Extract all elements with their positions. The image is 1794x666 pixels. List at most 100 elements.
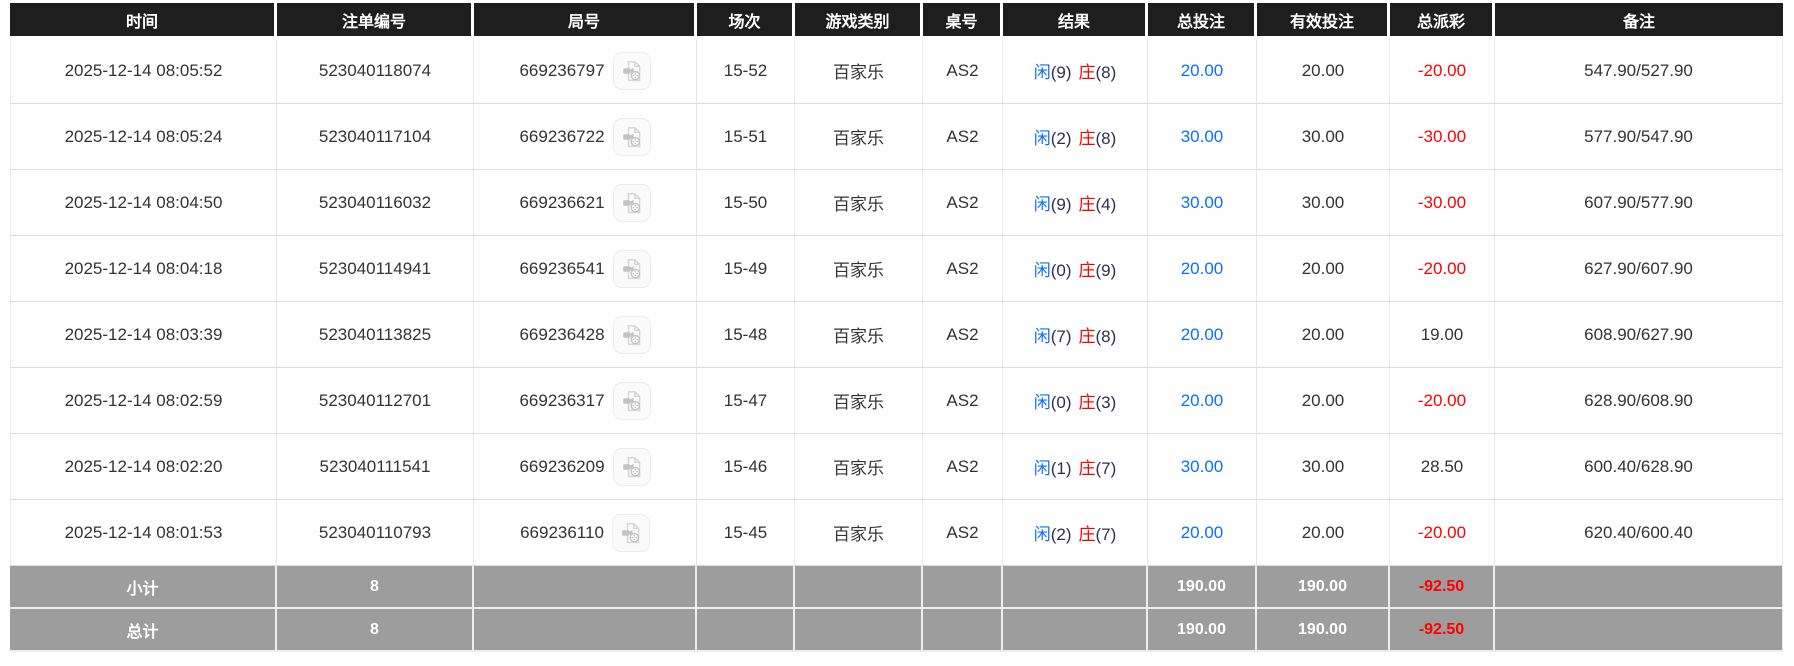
round-cell: 669236317 bbox=[474, 368, 697, 434]
round-cell: 669236722 bbox=[474, 104, 697, 170]
player-label: 闲 bbox=[1033, 129, 1051, 148]
result-cell: 闲(0) 庄(3) bbox=[1003, 368, 1148, 434]
banker-label: 庄 bbox=[1078, 327, 1096, 346]
payout-cell: -20.00 bbox=[1390, 500, 1495, 566]
remark-cell: 620.40/600.40 bbox=[1495, 500, 1783, 566]
game-type-cell: 百家乐 bbox=[795, 434, 923, 500]
video-file-icon bbox=[622, 60, 640, 81]
subtotal-payout: -92.50 bbox=[1390, 566, 1495, 609]
total-bet-cell: 20.00 bbox=[1148, 368, 1257, 434]
table-row: 2025-12-14 08:04:50 523040116032 6692366… bbox=[10, 170, 1783, 236]
subtotal-valid-bet: 190.00 bbox=[1257, 566, 1390, 609]
player-label: 闲 bbox=[1033, 261, 1051, 280]
col-header-game-type: 游戏类别 bbox=[795, 3, 923, 38]
remark-cell: 627.90/607.90 bbox=[1495, 236, 1783, 302]
bet-id-cell: 523040112701 bbox=[277, 368, 474, 434]
video-replay-button[interactable] bbox=[612, 381, 651, 420]
video-replay-button[interactable] bbox=[612, 447, 651, 486]
game-type-cell: 百家乐 bbox=[795, 500, 923, 566]
col-header-bet-id: 注单编号 bbox=[277, 3, 474, 38]
empty-cell bbox=[923, 566, 1003, 609]
empty-cell bbox=[1003, 566, 1148, 609]
banker-score: (7) bbox=[1095, 459, 1117, 478]
video-replay-button[interactable] bbox=[612, 183, 651, 222]
banker-label: 庄 bbox=[1078, 129, 1096, 148]
time-cell: 2025-12-14 08:04:18 bbox=[10, 236, 277, 302]
player-label: 闲 bbox=[1033, 327, 1051, 346]
subtotal-row: 小计 8 190.00 190.00 -92.50 bbox=[10, 566, 1783, 609]
col-header-result: 结果 bbox=[1003, 3, 1148, 38]
banker-score: (3) bbox=[1095, 393, 1117, 412]
valid-bet-cell: 30.00 bbox=[1257, 434, 1390, 500]
video-replay-button[interactable] bbox=[612, 117, 651, 156]
col-header-remark: 备注 bbox=[1495, 3, 1783, 38]
remark-cell: 608.90/627.90 bbox=[1495, 302, 1783, 368]
bet-id-cell: 523040113825 bbox=[277, 302, 474, 368]
time-cell: 2025-12-14 08:04:50 bbox=[10, 170, 277, 236]
result-cell: 闲(7) 庄(8) bbox=[1003, 302, 1148, 368]
time-cell: 2025-12-14 08:01:53 bbox=[10, 500, 277, 566]
time-cell: 2025-12-14 08:02:20 bbox=[10, 434, 277, 500]
session-cell: 15-47 bbox=[697, 368, 795, 434]
bet-history-table: 时间 注单编号 局号 场次 游戏类别 桌号 结果 总投注 有效投注 总派彩 备注… bbox=[10, 3, 1783, 652]
banker-label: 庄 bbox=[1078, 525, 1096, 544]
table-number-cell: AS2 bbox=[923, 104, 1003, 170]
session-cell: 15-48 bbox=[697, 302, 795, 368]
player-label: 闲 bbox=[1033, 393, 1051, 412]
col-header-total-bet: 总投注 bbox=[1148, 3, 1257, 38]
table-row: 2025-12-14 08:03:39 523040113825 6692364… bbox=[10, 302, 1783, 368]
video-replay-button[interactable] bbox=[612, 249, 651, 288]
banker-score: (4) bbox=[1095, 195, 1117, 214]
bet-id-cell: 523040117104 bbox=[277, 104, 474, 170]
col-header-payout: 总派彩 bbox=[1390, 3, 1495, 38]
banker-score: (8) bbox=[1095, 327, 1117, 346]
player-score: (7) bbox=[1050, 327, 1072, 346]
player-score: (0) bbox=[1050, 261, 1072, 280]
total-payout: -92.50 bbox=[1390, 609, 1495, 652]
game-type-cell: 百家乐 bbox=[795, 38, 923, 104]
subtotal-total-bet: 190.00 bbox=[1148, 566, 1257, 609]
session-cell: 15-45 bbox=[697, 500, 795, 566]
empty-cell bbox=[795, 566, 923, 609]
total-bet-cell: 20.00 bbox=[1148, 38, 1257, 104]
player-score: (9) bbox=[1050, 195, 1072, 214]
video-replay-button[interactable] bbox=[611, 513, 650, 552]
payout-cell: -20.00 bbox=[1390, 38, 1495, 104]
round-cell: 669236541 bbox=[474, 236, 697, 302]
payout-cell: 28.50 bbox=[1390, 434, 1495, 500]
total-bet-cell: 20.00 bbox=[1148, 236, 1257, 302]
col-header-time: 时间 bbox=[10, 3, 277, 38]
empty-cell bbox=[1495, 609, 1783, 652]
round-number: 669236209 bbox=[519, 456, 605, 476]
table-row: 2025-12-14 08:01:53 523040110793 6692361… bbox=[10, 500, 1783, 566]
remark-cell: 600.40/628.90 bbox=[1495, 434, 1783, 500]
valid-bet-cell: 20.00 bbox=[1257, 236, 1390, 302]
valid-bet-cell: 20.00 bbox=[1257, 500, 1390, 566]
payout-cell: -20.00 bbox=[1390, 236, 1495, 302]
video-replay-button[interactable] bbox=[612, 51, 651, 90]
banker-score: (8) bbox=[1095, 129, 1117, 148]
result-cell: 闲(9) 庄(8) bbox=[1003, 38, 1148, 104]
round-cell: 669236110 bbox=[474, 500, 697, 566]
payout-cell: -30.00 bbox=[1390, 170, 1495, 236]
session-cell: 15-50 bbox=[697, 170, 795, 236]
total-row: 总计 8 190.00 190.00 -92.50 bbox=[10, 609, 1783, 652]
total-bet-cell: 30.00 bbox=[1148, 104, 1257, 170]
payout-cell: -30.00 bbox=[1390, 104, 1495, 170]
col-header-table: 桌号 bbox=[923, 3, 1003, 38]
video-replay-button[interactable] bbox=[612, 315, 651, 354]
payout-cell: -20.00 bbox=[1390, 368, 1495, 434]
empty-cell bbox=[474, 609, 697, 652]
banker-label: 庄 bbox=[1078, 261, 1096, 280]
table-number-cell: AS2 bbox=[923, 38, 1003, 104]
game-type-cell: 百家乐 bbox=[795, 170, 923, 236]
player-score: (1) bbox=[1050, 459, 1072, 478]
round-number: 669236797 bbox=[519, 60, 605, 80]
result-cell: 闲(9) 庄(4) bbox=[1003, 170, 1148, 236]
banker-score: (7) bbox=[1095, 525, 1117, 544]
total-label: 总计 bbox=[10, 609, 277, 652]
valid-bet-cell: 20.00 bbox=[1257, 368, 1390, 434]
game-type-cell: 百家乐 bbox=[795, 104, 923, 170]
header-row: 时间 注单编号 局号 场次 游戏类别 桌号 结果 总投注 有效投注 总派彩 备注 bbox=[10, 3, 1783, 38]
round-number: 669236428 bbox=[519, 324, 605, 344]
